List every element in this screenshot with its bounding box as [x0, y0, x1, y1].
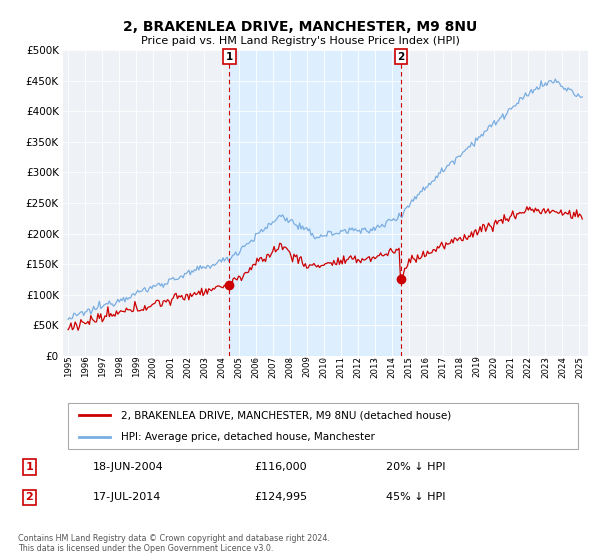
Text: 2010: 2010 — [319, 356, 328, 377]
Text: 2005: 2005 — [234, 356, 243, 377]
Text: 2000: 2000 — [149, 356, 158, 377]
Text: 2003: 2003 — [200, 356, 209, 377]
Text: 2001: 2001 — [166, 356, 175, 377]
Text: 1996: 1996 — [80, 356, 89, 377]
Text: 2016: 2016 — [422, 356, 431, 377]
Text: 18-JUN-2004: 18-JUN-2004 — [92, 462, 163, 472]
Text: 2006: 2006 — [251, 356, 260, 377]
Text: 2014: 2014 — [388, 356, 397, 377]
Text: 2012: 2012 — [353, 356, 362, 377]
Text: £116,000: £116,000 — [254, 462, 307, 472]
Text: 17-JUL-2014: 17-JUL-2014 — [92, 492, 161, 502]
Text: 2022: 2022 — [524, 356, 533, 377]
Text: 2020: 2020 — [490, 356, 499, 377]
Text: 1: 1 — [25, 462, 33, 472]
Text: 45% ↓ HPI: 45% ↓ HPI — [386, 492, 446, 502]
Text: 2002: 2002 — [183, 356, 192, 377]
Text: HPI: Average price, detached house, Manchester: HPI: Average price, detached house, Manc… — [121, 432, 374, 442]
Text: 2008: 2008 — [285, 356, 294, 377]
Text: 2021: 2021 — [507, 356, 516, 377]
Text: 2013: 2013 — [370, 356, 379, 377]
Text: 2018: 2018 — [455, 356, 464, 377]
Text: 20% ↓ HPI: 20% ↓ HPI — [386, 462, 446, 472]
FancyBboxPatch shape — [68, 404, 577, 449]
Text: 2019: 2019 — [473, 356, 482, 377]
Text: 2024: 2024 — [558, 356, 567, 377]
Text: £124,995: £124,995 — [254, 492, 307, 502]
Text: 2007: 2007 — [268, 356, 277, 377]
Text: 1999: 1999 — [132, 356, 141, 377]
Text: 2: 2 — [25, 492, 33, 502]
Text: 2, BRAKENLEA DRIVE, MANCHESTER, M9 8NU (detached house): 2, BRAKENLEA DRIVE, MANCHESTER, M9 8NU (… — [121, 410, 451, 421]
Text: 2: 2 — [398, 52, 405, 62]
Text: 1997: 1997 — [98, 356, 107, 377]
Text: Price paid vs. HM Land Registry's House Price Index (HPI): Price paid vs. HM Land Registry's House … — [140, 36, 460, 46]
Text: 2017: 2017 — [439, 356, 448, 377]
Text: 2011: 2011 — [337, 356, 346, 377]
Text: 1998: 1998 — [115, 356, 124, 377]
Text: 2023: 2023 — [541, 356, 550, 377]
Text: 1: 1 — [226, 52, 233, 62]
Bar — [229, 50, 401, 356]
Text: 2025: 2025 — [575, 356, 584, 377]
Text: 2004: 2004 — [217, 356, 226, 377]
Text: 2, BRAKENLEA DRIVE, MANCHESTER, M9 8NU: 2, BRAKENLEA DRIVE, MANCHESTER, M9 8NU — [123, 20, 477, 34]
Text: 2009: 2009 — [302, 356, 311, 377]
Text: 1995: 1995 — [64, 356, 73, 377]
Text: Contains HM Land Registry data © Crown copyright and database right 2024.
This d: Contains HM Land Registry data © Crown c… — [18, 534, 329, 553]
Text: 2015: 2015 — [404, 356, 413, 377]
